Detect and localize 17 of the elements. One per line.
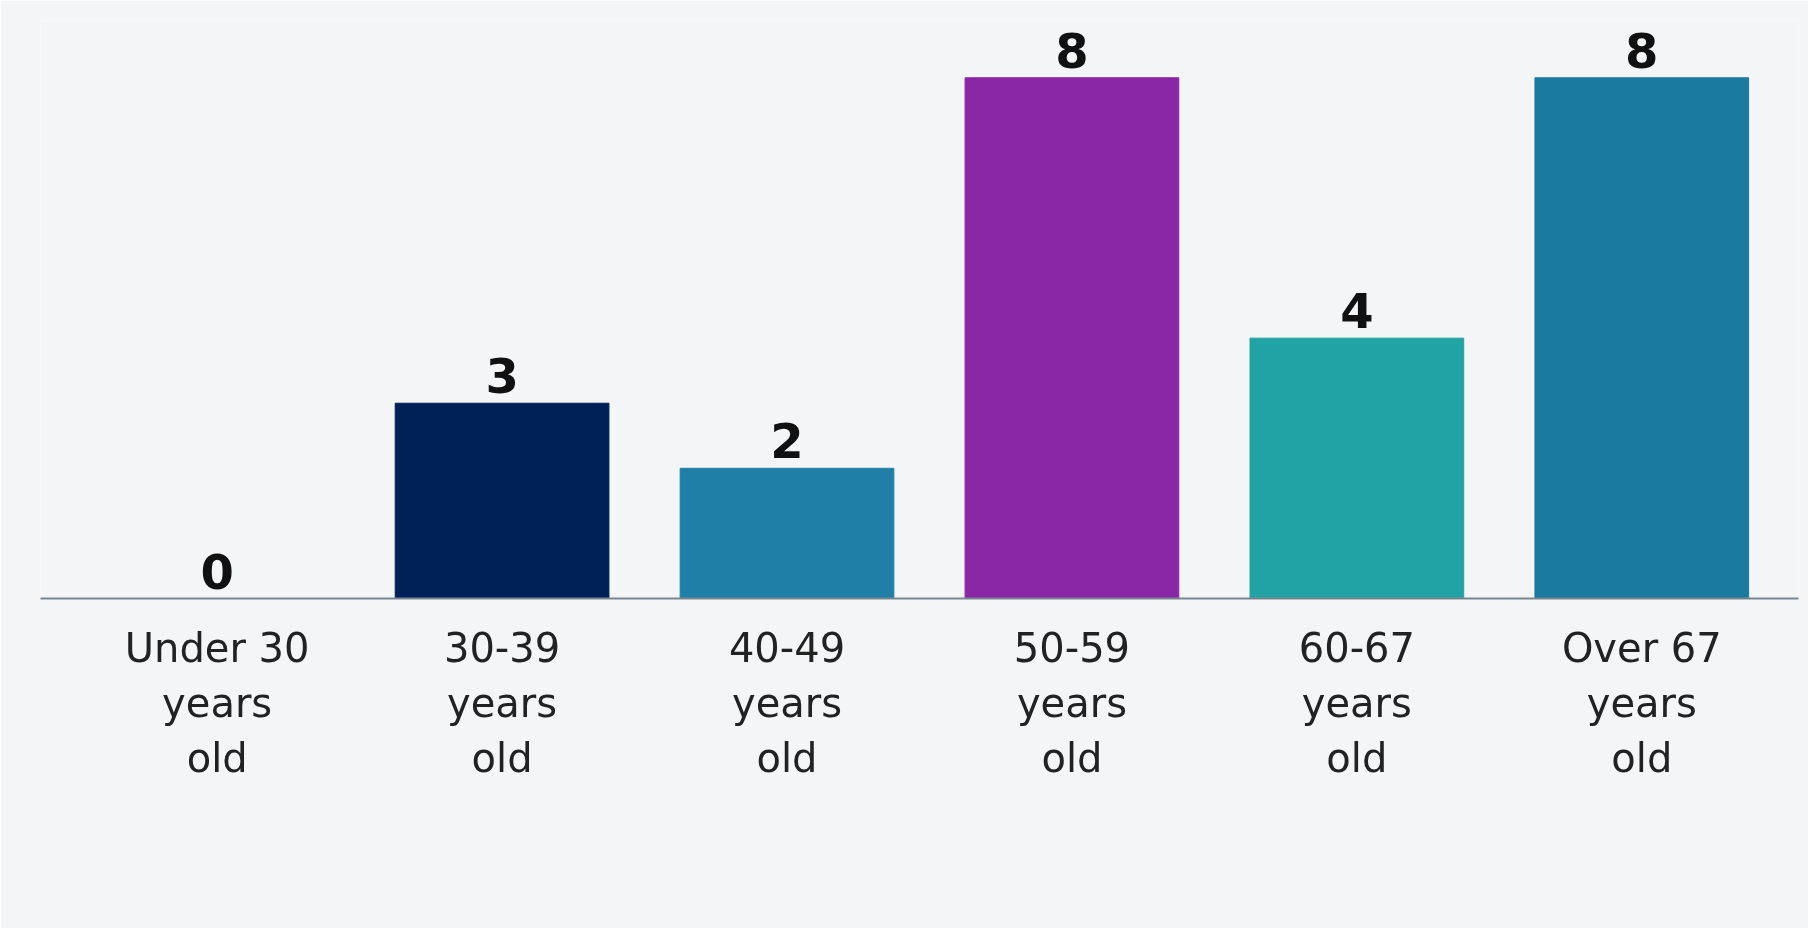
bar [394, 402, 610, 599]
data-label: 3 [485, 348, 519, 405]
x-tick-label: 30-39 years old [443, 624, 561, 781]
data-label: 8 [1055, 22, 1089, 79]
data-label: 0 [200, 543, 234, 600]
x-tick-label: 50-59 years old [1013, 624, 1131, 781]
x-tick-label: 40-49 years old [728, 624, 846, 781]
data-label: 2 [770, 413, 804, 470]
bar [679, 467, 895, 599]
bar [964, 77, 1180, 599]
x-tick-label: Under 30 years old [124, 624, 310, 781]
x-tick-label: Over 67 years old [1561, 624, 1722, 781]
bar [1249, 337, 1465, 599]
data-label: 4 [1340, 283, 1374, 340]
x-tick-label: 60-67 years old [1298, 624, 1415, 781]
data-label: 8 [1625, 22, 1659, 79]
bar [1534, 77, 1750, 599]
